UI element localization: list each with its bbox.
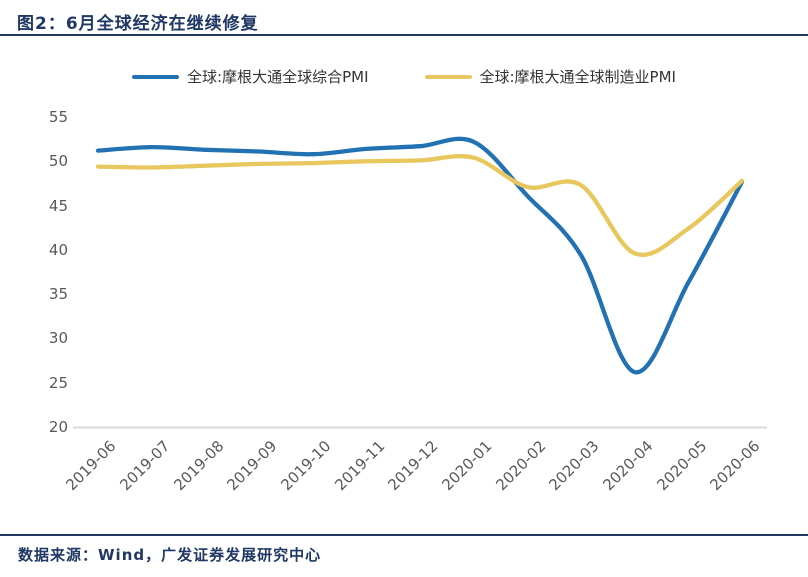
y-axis-tick-label: 45: [48, 196, 68, 215]
footer-divider: [0, 534, 808, 536]
composite-line-swatch-icon: [132, 74, 180, 79]
manufacturing-line-swatch-icon: [424, 74, 472, 79]
data-source-note: 数据来源：Wind，广发证券发展研究中心: [18, 546, 322, 564]
composite-pmi-line: [95, 136, 745, 375]
y-axis-tick-label: 25: [48, 373, 68, 392]
legend-item-manufacturing: 全球:摩根大通全球制造业PMI: [424, 66, 676, 87]
chart-legend: 全球:摩根大通全球综合PMI 全球:摩根大通全球制造业PMI: [0, 66, 808, 87]
legend-label-composite: 全球:摩根大通全球综合PMI: [187, 68, 369, 86]
y-axis-tick-label: 40: [48, 240, 68, 259]
y-axis-tick-label: 20: [48, 418, 68, 436]
figure-title: 图2：6月全球经济在继续修复: [17, 14, 259, 34]
legend-item-composite: 全球:摩根大通全球综合PMI: [132, 66, 369, 87]
y-axis-tick-label: 30: [48, 329, 68, 348]
manufacturing-pmi-line: [95, 154, 745, 257]
legend-label-manufacturing: 全球:摩根大通全球制造业PMI: [479, 68, 676, 86]
y-axis-tick-label: 55: [48, 108, 68, 126]
y-axis-tick-label: 35: [48, 285, 68, 304]
y-axis-tick-label: 50: [48, 152, 68, 171]
title-divider: [0, 34, 808, 36]
